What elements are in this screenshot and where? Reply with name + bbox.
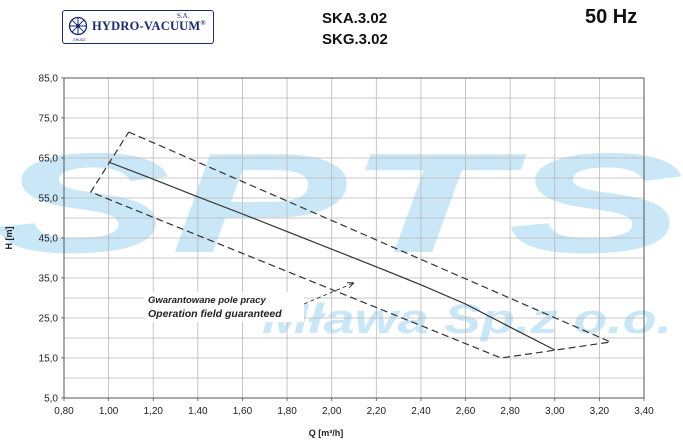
y-tick-label: 5,0 bbox=[44, 394, 58, 405]
x-tick-label: 0,80 bbox=[54, 406, 74, 417]
x-tick-label: 1,00 bbox=[99, 406, 119, 417]
logo-suffix: S.A. bbox=[177, 12, 190, 20]
pump-wheel-icon bbox=[68, 16, 88, 36]
x-tick-label: 2,20 bbox=[367, 406, 387, 417]
x-tick-label: 1,40 bbox=[188, 406, 208, 417]
x-tick-label: 3,00 bbox=[545, 406, 565, 417]
annotation: Gwarantowane pole pracy Operation field … bbox=[144, 282, 355, 322]
logo-subtext: GRUDZ. bbox=[73, 38, 87, 42]
frequency-label: 50 Hz bbox=[585, 6, 638, 28]
x-tick-label: 2,00 bbox=[322, 406, 342, 417]
x-tick-label: 1,80 bbox=[277, 406, 297, 417]
y-tick-label: 15,0 bbox=[39, 354, 59, 365]
series-group bbox=[89, 131, 613, 359]
x-tick-label: 2,80 bbox=[500, 406, 520, 417]
model-name-2: SKG.3.02 bbox=[322, 31, 388, 48]
model-name-1: SKA.3.02 bbox=[322, 10, 388, 27]
watermark-main: SPTS bbox=[0, 124, 683, 283]
y-tick-label: 35,0 bbox=[39, 274, 59, 285]
annotation-box bbox=[144, 292, 304, 322]
y-axis-label: H [m] bbox=[4, 227, 14, 250]
x-tick-label: 3,20 bbox=[590, 406, 610, 417]
y-tick-label: 55,0 bbox=[39, 194, 59, 205]
x-tick-label: 1,20 bbox=[143, 406, 163, 417]
y-tick-label: 45,0 bbox=[39, 234, 59, 245]
watermark-sub: Mława Sp.z o.o. bbox=[262, 295, 672, 342]
logo-name: HYDRO-VACUUM® bbox=[92, 19, 206, 34]
x-tick-label: 3,40 bbox=[634, 406, 654, 417]
watermark: SPTS Mława Sp.z o.o. bbox=[0, 124, 683, 342]
y-tick-label: 75,0 bbox=[39, 114, 59, 125]
x-axis-ticks: 0,80 1,00 1,20 1,40 1,60 1,80 2,00 2,20 2,40 2,60… bbox=[54, 398, 654, 417]
y-tick-label: 85,0 bbox=[39, 74, 59, 85]
company-logo: HYDRO-VACUUM® GRUDZ. bbox=[62, 10, 214, 44]
x-tick-label: 2,60 bbox=[456, 406, 476, 417]
annotation-arrow-line bbox=[303, 282, 355, 305]
y-tick-label: 65,0 bbox=[39, 154, 59, 165]
grid bbox=[64, 78, 644, 398]
annotation-line-1: Gwarantowane pole pracy bbox=[148, 295, 266, 306]
operation-field-outline bbox=[89, 131, 613, 359]
x-tick-label: 1,60 bbox=[233, 406, 253, 417]
x-axis-label: Q [m³/h] bbox=[309, 428, 344, 438]
pump-curve-line bbox=[108, 161, 556, 351]
x-tick-label: 2,40 bbox=[411, 406, 431, 417]
annotation-line-2: Operation field guaranteed bbox=[148, 308, 282, 320]
y-axis-ticks: 5,0 15,0 25,0 35,0 45,0 55,0 65,0 75,0 85,0 bbox=[39, 74, 64, 405]
annotation-arrowhead bbox=[346, 282, 355, 289]
y-tick-label: 25,0 bbox=[39, 314, 59, 325]
